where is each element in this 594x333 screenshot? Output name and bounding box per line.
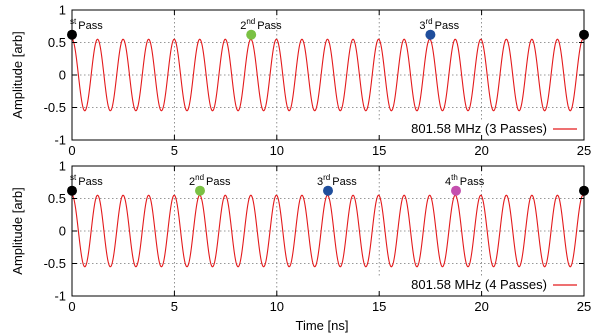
x-tick-label: 10 [270, 299, 284, 314]
pass-ordinal-suffix: st [70, 173, 77, 182]
x-tick-label: 20 [474, 299, 488, 314]
pass-ordinal-suffix: rd [323, 173, 330, 182]
pass-ordinal-suffix: nd [195, 173, 204, 182]
legend-label: 801.58 MHz (4 Passes) [411, 277, 547, 292]
y-tick-label: 0.5 [48, 191, 66, 206]
pass-label: 2nd Pass [240, 17, 282, 32]
x-tick-label: 25 [577, 143, 591, 158]
pass-marker [451, 185, 461, 196]
x-tick-label: 5 [171, 299, 178, 314]
pass-marker [195, 185, 205, 196]
x-tick-label: 15 [372, 299, 386, 314]
chart-panel-1: 801.58 MHz (3 Passes)st Pass 2nd Pass 3rd Pas… [10, 3, 591, 159]
pass-ordinal-suffix: rd [426, 17, 433, 26]
pass-ordinal: 4 [445, 176, 451, 188]
pass-ordinal: 2 [189, 176, 195, 188]
x-tick-label: 5 [171, 143, 178, 158]
legend: 801.58 MHz (4 Passes) [374, 276, 580, 293]
pass-ordinal-suffix: nd [246, 17, 255, 26]
pass-label: 3rd Pass [419, 17, 459, 32]
y-tick-label: -1 [54, 133, 66, 148]
y-tick-label: 0.5 [48, 35, 66, 50]
y-tick-label: -1 [54, 289, 66, 304]
legend-background [374, 120, 580, 137]
pass-word: Pass [332, 176, 357, 188]
pass-ordinal-suffix: st [70, 17, 77, 26]
pass-word: Pass [460, 176, 485, 188]
y-tick-label: 1 [59, 3, 66, 18]
series-line [71, 38, 585, 112]
y-tick-label: 0 [59, 224, 66, 239]
legend: 801.58 MHz (3 Passes) [374, 120, 580, 137]
x-tick-label: 25 [577, 299, 591, 314]
pass-marker [425, 29, 436, 40]
x-tick-label: 15 [372, 143, 386, 158]
pass-ordinal-suffix: th [451, 173, 458, 182]
y-tick-label: -0.5 [44, 100, 66, 115]
pass-label: 2nd Pass [189, 173, 231, 188]
pass-word: Pass [78, 176, 103, 188]
x-tick-label: 20 [474, 143, 488, 158]
legend-background [374, 276, 580, 293]
x-tick-label: 0 [68, 299, 75, 314]
pass-label: st Pass [70, 173, 103, 188]
chart-panel-2: 801.58 MHz (4 Passes)st Pass 2nd Pass 3rd Pas… [10, 159, 591, 333]
pass-label: 4th Pass [445, 173, 485, 188]
x-axis-title: Time [ns] [296, 318, 349, 333]
legend-label: 801.58 MHz (3 Passes) [411, 121, 547, 136]
y-tick-label: -0.5 [44, 256, 66, 271]
pass-ordinal: 2 [240, 20, 246, 32]
pass-ordinal: 3 [419, 20, 425, 32]
x-tick-label: 10 [270, 143, 284, 158]
pass-marker [246, 29, 257, 40]
pass-word: Pass [78, 20, 103, 32]
pass-marker [323, 185, 333, 196]
y-tick-label: 1 [59, 159, 66, 174]
pass-label: 3rd Pass [317, 173, 357, 188]
pass-label: st Pass [70, 17, 103, 32]
pass-word: Pass [435, 20, 460, 32]
y-tick-label: 0 [59, 68, 66, 83]
y-axis-title: Amplitude [arb] [10, 187, 25, 274]
pass-word: Pass [206, 176, 231, 188]
x-tick-label: 0 [68, 143, 75, 158]
pass-word: Pass [257, 20, 282, 32]
pass-ordinal: 3 [317, 176, 323, 188]
y-axis-title: Amplitude [arb] [10, 31, 25, 118]
